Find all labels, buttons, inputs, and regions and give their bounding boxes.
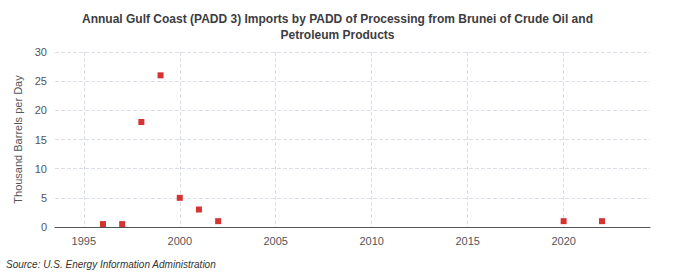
svg-text:10: 10 xyxy=(35,163,47,175)
svg-text:0: 0 xyxy=(41,221,47,233)
svg-text:2020: 2020 xyxy=(551,235,575,247)
svg-text:5: 5 xyxy=(41,192,47,204)
svg-text:2000: 2000 xyxy=(168,235,192,247)
svg-text:1995: 1995 xyxy=(72,235,96,247)
svg-text:Thousand Barrels per Day: Thousand Barrels per Day xyxy=(12,75,24,204)
svg-text:Source: U.S. Energy Informatio: Source: U.S. Energy Information Administ… xyxy=(6,259,216,270)
svg-text:Annual Gulf Coast (PADD 3) Imp: Annual Gulf Coast (PADD 3) Imports by PA… xyxy=(82,12,593,26)
svg-text:2015: 2015 xyxy=(455,235,479,247)
svg-text:Petroleum Products: Petroleum Products xyxy=(280,28,394,42)
svg-text:2005: 2005 xyxy=(263,235,287,247)
svg-text:15: 15 xyxy=(35,134,47,146)
svg-text:20: 20 xyxy=(35,104,47,116)
svg-text:2010: 2010 xyxy=(359,235,383,247)
svg-text:30: 30 xyxy=(35,46,47,58)
svg-text:25: 25 xyxy=(35,75,47,87)
